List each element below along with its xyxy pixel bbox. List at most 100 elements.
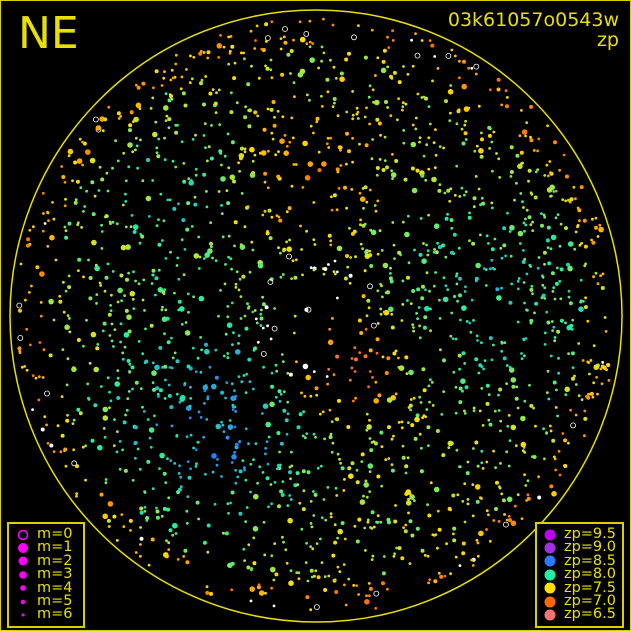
star-point — [198, 295, 205, 302]
star-point — [357, 24, 360, 27]
star-point — [66, 357, 70, 361]
star-point — [475, 144, 479, 148]
star-point — [444, 255, 448, 259]
star-point — [288, 494, 292, 497]
star-point — [498, 387, 503, 392]
star-point — [175, 434, 179, 437]
star-point — [250, 64, 253, 68]
star-point — [185, 521, 189, 525]
star-point — [574, 383, 578, 386]
star-point — [132, 270, 136, 274]
star-point — [81, 140, 84, 144]
star-point — [193, 202, 198, 207]
star-point — [390, 169, 393, 173]
magnitude-label: m=0 — [37, 526, 73, 542]
star-point — [529, 321, 533, 325]
star-point — [332, 65, 336, 69]
star-point — [165, 114, 169, 118]
star-point — [108, 390, 111, 394]
star-point — [163, 332, 166, 336]
star-point — [425, 243, 428, 247]
star-point — [216, 43, 223, 49]
star-point — [67, 274, 71, 278]
star-point — [443, 191, 447, 195]
star-point — [426, 425, 431, 430]
star-point — [302, 489, 306, 493]
star-point — [244, 520, 248, 523]
star-point — [373, 204, 377, 207]
star-point — [334, 590, 339, 594]
star-point — [223, 154, 227, 158]
star-point — [362, 206, 365, 210]
star-point — [543, 286, 547, 290]
star-point — [384, 100, 388, 104]
star-point — [227, 511, 230, 515]
star-point — [464, 285, 467, 289]
star-point — [408, 492, 412, 496]
star-point — [290, 49, 294, 53]
star-point — [345, 110, 349, 114]
star-point — [99, 492, 104, 497]
star-point — [365, 412, 369, 416]
star-point — [393, 552, 396, 556]
star-point — [265, 476, 270, 481]
star-point — [347, 577, 351, 581]
star-point — [550, 234, 557, 241]
star-point — [142, 410, 146, 413]
star-point — [371, 376, 374, 379]
star-point — [524, 134, 527, 138]
star-point — [433, 248, 436, 251]
star-point — [447, 446, 451, 449]
star-point — [442, 390, 446, 393]
star-point — [543, 331, 547, 335]
star-point — [460, 378, 466, 385]
star-point — [233, 220, 238, 225]
star-point — [306, 579, 310, 583]
star-point — [471, 241, 476, 246]
star-point — [296, 483, 300, 486]
star-point — [233, 425, 237, 429]
star-point — [418, 336, 422, 340]
star-point — [375, 173, 379, 177]
star-point — [522, 206, 525, 209]
star-point — [52, 217, 56, 221]
star-point — [264, 591, 267, 595]
star-point — [549, 429, 553, 433]
star-point — [163, 288, 167, 292]
star-point — [284, 418, 289, 423]
star-point — [323, 267, 328, 271]
star-point — [124, 200, 128, 203]
star-point — [374, 606, 378, 610]
star-point — [557, 356, 560, 360]
star-point — [485, 234, 489, 238]
star-point — [354, 255, 357, 259]
star-point — [83, 205, 87, 208]
star-point — [322, 498, 326, 501]
star-point — [433, 579, 438, 584]
star-point — [203, 389, 207, 393]
star-point — [475, 262, 481, 269]
star-point — [408, 562, 412, 565]
star-point — [436, 546, 439, 550]
star-point — [315, 120, 319, 124]
star-point — [202, 134, 206, 137]
star-point — [281, 360, 285, 363]
star-point — [376, 199, 380, 203]
star-point — [548, 424, 552, 428]
star-point — [552, 325, 556, 329]
star-point — [279, 441, 284, 446]
star-point — [217, 190, 221, 193]
star-point — [418, 432, 422, 436]
star-point — [177, 277, 181, 281]
star-point — [504, 254, 507, 258]
star-point — [279, 489, 284, 494]
star-point — [258, 590, 265, 596]
zp-color-swatch-icon — [543, 609, 558, 621]
star-point — [444, 284, 448, 288]
star-point — [205, 585, 209, 589]
star-point — [540, 212, 543, 216]
star-point — [234, 481, 238, 485]
star-point — [529, 403, 534, 408]
star-point — [391, 221, 395, 224]
star-point — [251, 310, 255, 314]
